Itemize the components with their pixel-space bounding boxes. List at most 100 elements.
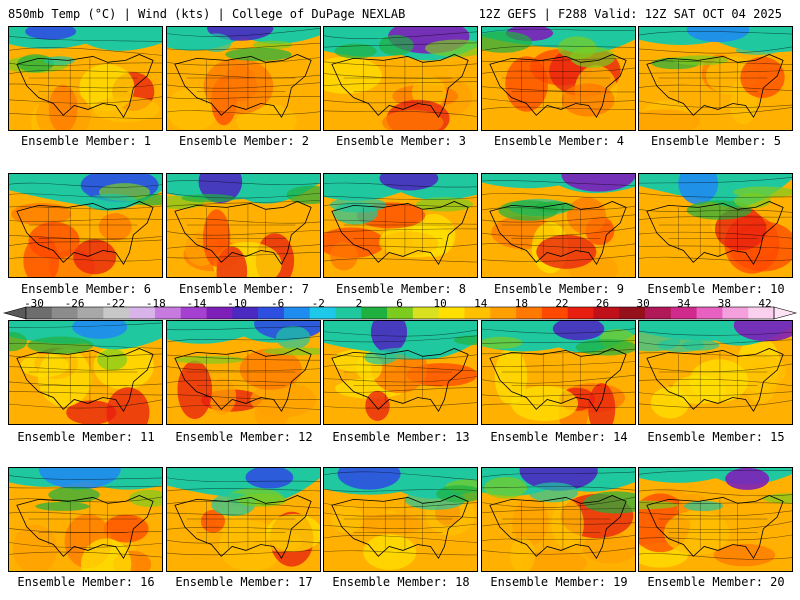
jet-map-icon: [324, 174, 477, 277]
member-caption-2: Ensemble Member: 2: [178, 134, 310, 148]
member-map-19: [481, 467, 636, 572]
jet-map-icon: [167, 321, 320, 424]
member-map-15: [638, 320, 793, 425]
colorbar-tick-label: 38: [717, 297, 731, 310]
member-caption-16: Ensemble Member: 16: [17, 575, 155, 589]
member-map-1: [8, 26, 163, 131]
member-caption-15: Ensemble Member: 15: [647, 430, 785, 444]
jet-map-icon: [324, 27, 477, 130]
colorbar-swatch: [309, 307, 336, 319]
member-map-2: [166, 26, 321, 131]
colorbar-swatch: [51, 307, 78, 319]
colorbar-swatch: [335, 307, 362, 319]
colorbar-tick-label: -22: [105, 297, 126, 310]
member-caption-18: Ensemble Member: 18: [332, 575, 470, 589]
jet-map-icon: [482, 468, 635, 571]
colorbar-tick-label: -26: [64, 297, 85, 310]
member-caption-13: Ensemble Member: 13: [332, 430, 470, 444]
member-map-17: [166, 467, 321, 572]
jet-map-icon: [639, 321, 792, 424]
member-map-12: [166, 320, 321, 425]
member-map-6: [8, 173, 163, 278]
colorbar-swatch: [180, 307, 207, 319]
member-caption-6: Ensemble Member: 6: [20, 282, 152, 296]
jet-map-icon: [9, 468, 162, 571]
jet-map-icon: [639, 27, 792, 130]
member-map-13: [323, 320, 478, 425]
colorbar-swatch: [567, 307, 594, 319]
member-map-11: [8, 320, 163, 425]
colorbar-tick-label: 26: [595, 297, 610, 310]
member-caption-9: Ensemble Member: 9: [493, 282, 625, 296]
member-caption-4: Ensemble Member: 4: [493, 134, 625, 148]
colorbar-swatch: [748, 307, 775, 319]
member-caption-19: Ensemble Member: 19: [490, 575, 628, 589]
colorbar-swatch: [361, 307, 388, 319]
member-caption-14: Ensemble Member: 14: [490, 430, 628, 444]
member-map-4: [481, 26, 636, 131]
colorbar-tick-label: -6: [271, 297, 285, 310]
colorbar-tick-label: 42: [758, 297, 772, 310]
jet-map-icon: [324, 321, 477, 424]
colorbar-tick-label: 6: [396, 297, 403, 310]
colorbar-swatch: [438, 307, 465, 319]
member-caption-8: Ensemble Member: 8: [335, 282, 467, 296]
member-map-5: [638, 26, 793, 131]
jet-map-icon: [482, 321, 635, 424]
colorbar-swatch: [541, 307, 568, 319]
jet-map-icon: [324, 468, 477, 571]
colorbar-swatch: [283, 307, 311, 319]
member-caption-3: Ensemble Member: 3: [335, 134, 467, 148]
member-map-8: [323, 173, 478, 278]
colorbar-swatch: [593, 307, 620, 319]
colorbar-tick-label: -30: [24, 297, 44, 310]
colorbar-tick-label: -10: [227, 297, 247, 310]
colorbar-tick-label: 2: [355, 297, 363, 310]
colorbar-swatch: [77, 307, 104, 319]
colorbar-swatch: [387, 307, 414, 319]
colorbar-swatch: [103, 307, 130, 319]
colorbar-swatch: [619, 307, 646, 319]
colorbar-swatch: [258, 307, 285, 319]
jet-map-icon: [9, 27, 162, 130]
colorbar-swatch: [490, 307, 517, 319]
colorbar-swatch: [516, 307, 543, 319]
colorbar-swatch: [232, 307, 259, 319]
jet-map-icon: [167, 27, 320, 130]
colorbar-swatch: [696, 307, 723, 319]
jet-map-icon: [9, 174, 162, 277]
jet-map-icon: [639, 468, 792, 571]
colorbar-tick-label: 14: [474, 297, 488, 310]
member-caption-12: Ensemble Member: 12: [175, 430, 313, 444]
member-caption-20: Ensemble Member: 20: [647, 575, 785, 589]
colorbar-swatch: [206, 307, 233, 319]
jet-map-icon: [639, 174, 792, 277]
member-caption-17: Ensemble Member: 17: [175, 575, 313, 589]
member-map-18: [323, 467, 478, 572]
member-map-14: [481, 320, 636, 425]
colorbar-tick-label: 34: [677, 297, 691, 310]
colorbar-tick-label: -18: [145, 297, 166, 310]
member-map-9: [481, 173, 636, 278]
colorbar-swatch: [129, 307, 156, 319]
colorbar-tick-label: 18: [514, 297, 528, 310]
colorbar-tick-label: 10: [433, 297, 447, 310]
colorbar-swatch: [412, 307, 439, 319]
jet-map-icon: [482, 27, 635, 130]
member-map-3: [323, 26, 478, 131]
colorbar-tick-label: 22: [555, 297, 569, 310]
colorbar-swatch: [464, 307, 491, 319]
header-title: 850mb Temp (°C) | Wind (kts) | College o…: [8, 7, 406, 21]
colorbar-swatch: [670, 307, 697, 319]
member-caption-5: Ensemble Member: 5: [650, 134, 782, 148]
jet-map-icon: [482, 174, 635, 277]
member-map-16: [8, 467, 163, 572]
member-caption-7: Ensemble Member: 7: [178, 282, 310, 296]
header-valid-time: 12Z GEFS | F288 Valid: 12Z SAT OCT 04 20…: [478, 7, 782, 21]
member-caption-1: Ensemble Member: 1: [20, 134, 152, 148]
colorbar-tick-label: -14: [186, 297, 207, 310]
colorbar-swatch: [722, 307, 749, 319]
colorbar-swatch: [645, 307, 672, 319]
colorbar-low-arrow: [2, 306, 27, 320]
member-map-10: [638, 173, 793, 278]
